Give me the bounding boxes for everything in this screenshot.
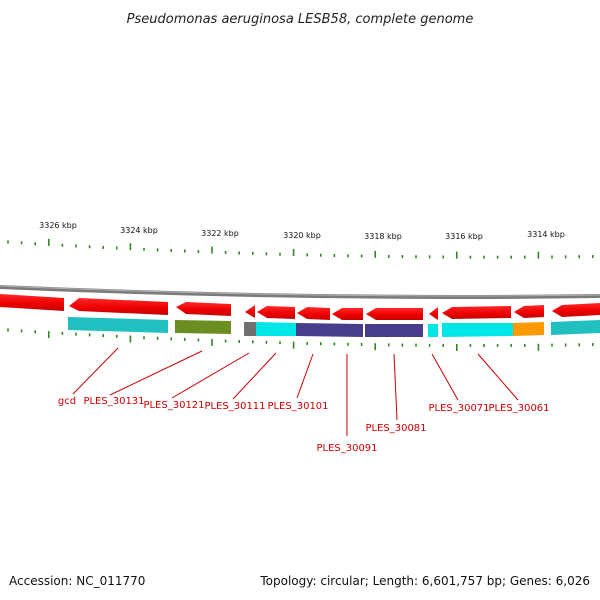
cds-feature[interactable] [297,307,330,320]
accession-text: Accession: NC_011770 [9,574,145,588]
cog-feature[interactable] [442,323,513,337]
cog-feature[interactable] [428,324,438,337]
gene-label-ples-30111[interactable]: PLES_30111 [204,401,265,412]
kbp-label: 3314 kbp [527,230,565,239]
cds-feature[interactable] [366,308,423,320]
kbp-label: 3322 kbp [201,229,239,238]
cog-feature[interactable] [175,320,231,334]
kbp-label: 3316 kbp [445,232,483,241]
map-title: Pseudomonas aeruginosa LESB58, complete … [127,12,474,27]
cog-feature[interactable] [296,323,363,337]
cds-feature[interactable] [176,302,231,316]
cog-feature[interactable] [513,322,544,336]
kbp-label: 3320 kbp [283,231,321,240]
genome-summary: Topology: circular; Length: 6,601,757 bp… [259,574,590,588]
cds-feature[interactable] [442,306,511,319]
cog-feature[interactable] [551,320,600,335]
tick-row-outer [7,238,594,259]
gene-label-gcd[interactable]: gcd [58,396,76,407]
cog-feature[interactable] [244,322,256,336]
gene-label-ples-30071[interactable]: PLES_30071 [428,403,489,414]
cds-feature[interactable] [257,306,295,319]
kbp-label: 3326 kbp [39,221,77,230]
cds-feature[interactable] [245,305,255,318]
cds-feature[interactable] [0,294,64,311]
gene-label-ples-30101[interactable]: PLES_30101 [267,401,328,412]
cds-feature[interactable] [514,305,544,318]
kbp-label: 3324 kbp [120,226,158,235]
cog-feature[interactable] [365,324,423,337]
gene-label-ples-30131[interactable]: PLES_30131 [83,396,144,407]
cds-feature[interactable] [332,308,363,320]
cds-track [0,294,600,320]
cds-feature[interactable] [552,303,600,317]
genome-backbone [0,285,600,299]
gene-label-ples-30091[interactable]: PLES_30091 [316,443,377,454]
kbp-label: 3318 kbp [364,232,402,241]
label-leaders [72,347,519,436]
cds-feature[interactable] [69,298,168,315]
cog-feature[interactable] [68,317,168,333]
cds-feature[interactable] [429,307,438,320]
kbp-scale: 3326 kbp 3324 kbp 3322 kbp 3320 kbp 3318… [39,221,565,241]
cog-feature[interactable] [256,322,296,336]
gene-label-ples-30121[interactable]: PLES_30121 [143,400,204,411]
tick-row-inner [7,328,594,351]
cog-track [68,317,600,337]
gene-label-ples-30081[interactable]: PLES_30081 [365,423,426,434]
gene-labels: gcd PLES_30131 PLES_30121 PLES_30111 PLE… [58,396,550,454]
genome-backbone-highlight [0,285,600,297]
gene-label-ples-30061[interactable]: PLES_30061 [488,403,549,414]
